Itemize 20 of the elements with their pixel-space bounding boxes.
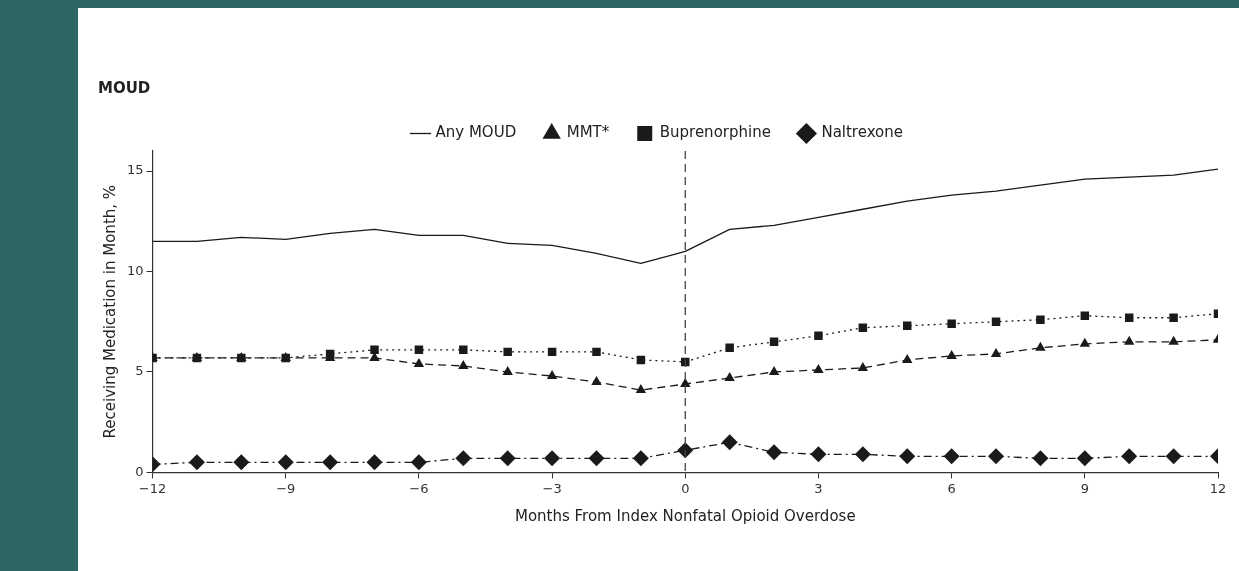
x-tick-label: 9: [1080, 480, 1089, 496]
x-tick-label: −6: [409, 480, 429, 496]
x-tick-label: 6: [947, 480, 956, 496]
x-tick-label: −12: [138, 480, 167, 496]
chart-title: MOUD: [98, 78, 151, 97]
x-tick-label: 12: [1209, 480, 1227, 496]
x-axis-title: Months From Index Nonfatal Opioid Overdose: [514, 506, 856, 525]
y-tick-label: 5: [135, 363, 144, 379]
x-tick-label: −3: [542, 480, 562, 496]
x-tick-label: −9: [276, 480, 296, 496]
y-tick-label: 0: [135, 463, 144, 479]
y-axis-title: Receiving Medication in Month, %: [100, 184, 119, 439]
y-tick-label: 10: [127, 262, 144, 278]
legend-label: Any MOUD: [435, 123, 517, 142]
x-tick-label: 0: [681, 480, 690, 496]
legend-label: Buprenorphine: [659, 123, 771, 142]
legend-label: Naltrexone: [821, 123, 903, 142]
legend-label: MMT*: [566, 123, 610, 142]
x-tick-label: 3: [814, 480, 823, 496]
y-tick-label: 15: [127, 162, 144, 178]
